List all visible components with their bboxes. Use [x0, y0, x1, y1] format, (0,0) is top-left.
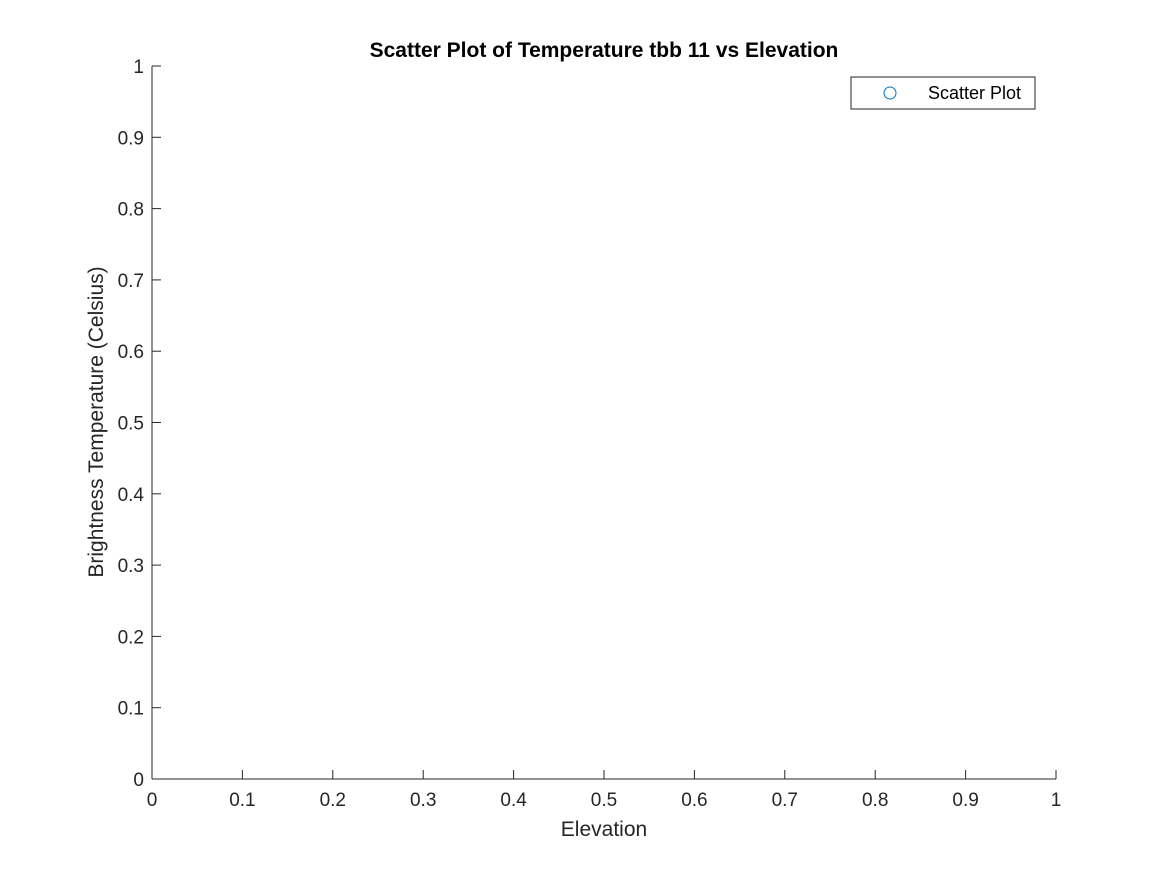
y-ticks: 0 0.1 0.2 0.3 0.4 0.5 0.6 0.7 0.8 0.9 1 [118, 57, 161, 791]
y-tick-label: 0.2 [118, 627, 144, 648]
y-tick-label: 0.1 [118, 699, 144, 720]
y-tick-label: 1 [133, 57, 144, 78]
y-tick-label: 0.9 [118, 128, 144, 149]
y-tick-label: 0.7 [118, 271, 144, 292]
x-tick-label: 0.2 [320, 790, 346, 811]
x-ticks: 0 0.1 0.2 0.3 0.4 0.5 0.6 0.7 0.8 0.9 1 [147, 770, 1062, 811]
x-tick-label: 0.4 [500, 790, 527, 811]
x-tick-label: 0.8 [862, 790, 888, 811]
x-tick-label: 0 [147, 790, 158, 811]
legend-box [850, 76, 1036, 110]
y-tick-label: 0.3 [118, 556, 144, 577]
x-tick-label: 0.1 [229, 790, 255, 811]
x-tick-label: 0.5 [591, 790, 617, 811]
chart-title: Scatter Plot of Temperature tbb 11 vs El… [370, 39, 839, 62]
y-tick-label: 0.4 [118, 485, 145, 506]
x-tick-label: 0.9 [952, 790, 978, 811]
y-axis-label: Brightness Temperature (Celsius) [85, 266, 108, 577]
y-tick-label: 0.6 [118, 342, 144, 363]
x-axis-label: Elevation [561, 818, 647, 841]
legend-label: Scatter Plot [928, 83, 1021, 103]
x-tick-label: 1 [1051, 790, 1062, 811]
legend: Scatter Plot [850, 76, 1036, 110]
x-tick-label: 0.3 [410, 790, 436, 811]
x-tick-label: 0.6 [681, 790, 707, 811]
y-tick-label: 0 [133, 770, 144, 791]
x-tick-label: 0.7 [772, 790, 798, 811]
y-tick-label: 0.8 [118, 200, 144, 221]
legend-marker-circle [883, 86, 897, 100]
plot-area [152, 66, 1056, 779]
y-tick-label: 0.5 [118, 414, 144, 435]
